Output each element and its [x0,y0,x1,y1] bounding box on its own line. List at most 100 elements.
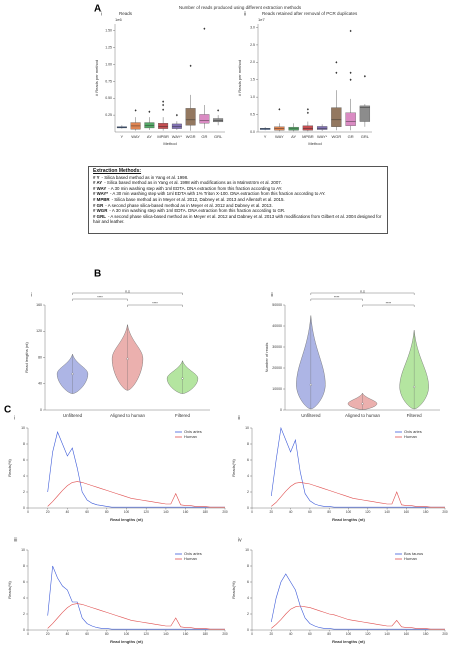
box [171,123,182,129]
significance-label: **** [152,301,158,305]
x-tick-label: 0 [27,510,29,514]
scale-label: 1e6 [115,17,122,22]
x-tick-label: 140 [163,510,169,514]
series-line [47,431,225,508]
y-tick-label: 0 [247,506,249,510]
outlier [349,71,352,74]
x-tick-label: 0 [251,632,253,636]
method-code: # WGR [93,208,108,214]
y-axis-label: Number of reads [264,343,269,373]
y-tick-label: 6 [247,580,249,584]
x-tick-label: WAY [131,134,140,139]
x-tick-label: 40 [289,510,293,514]
x-tick-label: 140 [384,510,390,514]
y-tick-label: 0 [23,628,25,632]
x-axis-label: Method [308,141,321,146]
y-tick-label: 1.5 [250,78,255,82]
y-tick-label: 2 [23,612,25,616]
significance-bracket [72,292,183,295]
x-tick-label: 20 [270,510,274,514]
series-line [271,605,445,630]
outlier [148,110,151,113]
significance-bracket [127,304,183,307]
outlier [175,113,178,117]
x-tick-label: Filtered [407,413,423,418]
x-tick-label: WAY* [172,134,183,139]
x-tick-label: 20 [46,632,50,636]
method-code: # GR [93,202,104,208]
x-tick-label: Y [121,134,124,139]
method-item: # AY - Silica based method as in Yang et … [93,180,383,186]
x-tick-label: 160 [404,632,410,636]
y-axis-label: # Reads per method [237,60,242,96]
y-axis-label: Read lengths (nt) [24,341,29,372]
violin-median [413,385,416,388]
method-item: # WGR - A 30 min washing step with 1ml ED… [93,208,383,214]
outlier [217,109,220,112]
method-text: - A 30 min washing step with 1ml EDTA wi… [109,191,326,197]
x-axis-label: Read lengths (nt) [332,639,365,644]
y-tick-label: 10 [245,426,249,430]
x-axis-label: Read lengths (nt) [110,639,143,644]
method-item: # WAY* - A 30 min washing step with 1ml E… [93,191,383,197]
panel-label: ii [244,11,246,17]
panel-label: B [94,269,101,280]
significance-bracket [362,304,415,307]
y-tick-label: 0 [40,408,42,412]
y-tick-label: 6 [23,458,25,462]
series-line [47,481,225,508]
x-tick-label: AY [147,134,152,139]
y-tick-label: 3.0 [250,25,255,29]
y-tick-label: 50000 [272,303,282,307]
method-text: - Silica base method as in Meyer et al. … [111,196,285,202]
x-tick-label: 180 [423,510,429,514]
x-tick-label: WGR [186,134,196,139]
significance-label: n.s [360,289,365,293]
outlier [306,111,309,115]
x-tick-label: 200 [442,510,448,514]
x-tick-label: 180 [203,510,209,514]
method-code: # MPBR [93,196,110,202]
y-tick-label: 4 [23,596,25,600]
x-tick-label: 80 [327,632,331,636]
scale-label: 1e7 [258,17,265,22]
y-tick-label: 6 [247,458,249,462]
x-tick-label: GR [348,134,354,139]
violin-median [71,372,74,375]
significance-bracket [310,298,363,301]
panel-label: i [101,11,102,17]
panel-label: ii [271,292,273,298]
x-tick-label: 100 [124,510,130,514]
y-axis-label: Reads(%) [7,580,12,598]
y-tick-label: 10000 [272,387,282,391]
chart-title: Reads retained after removal of PCR dupl… [262,11,358,16]
outlier [162,103,165,107]
x-tick-label: 60 [308,632,312,636]
method-code: # WAY* [93,191,108,197]
x-axis-label: Read lengths (nt) [110,517,143,522]
x-tick-label: 80 [105,632,109,636]
y-tick-label: 0.0 [250,130,255,134]
x-tick-label: 140 [163,632,169,636]
y-tick-label: 160 [36,303,42,307]
method-item: # Y- Silica based method as in Yang et a… [93,175,383,181]
method-item: # MPBR - Silica base method as in Meyer e… [93,197,383,203]
y-tick-label: 30000 [272,345,282,349]
y-tick-label: 0.5 [250,113,255,117]
x-tick-label: 120 [144,632,150,636]
method-text: - A second phase silica-based method as … [105,202,273,208]
x-tick-label: 100 [346,510,352,514]
outlier [189,64,192,68]
y-tick-label: 1.0 [250,95,255,99]
y-tick-label: 0.75 [105,79,112,83]
x-tick-label: 160 [404,510,410,514]
legend-label: Human [184,434,197,439]
y-tick-label: 1.50 [105,29,112,33]
box [185,108,196,126]
y-tick-label: 8 [23,564,25,568]
x-tick-label: 20 [270,632,274,636]
x-tick-label: 60 [85,632,89,636]
outlier [335,61,338,64]
panel-label: iii [14,537,17,543]
